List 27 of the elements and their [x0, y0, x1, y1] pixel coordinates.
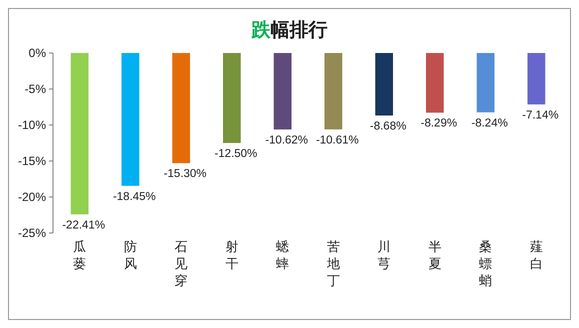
y-tick-label: -15%: [18, 154, 46, 168]
data-label: -15.30%: [164, 168, 207, 180]
data-label: -18.45%: [112, 190, 156, 203]
y-tick-label: -10%: [18, 118, 46, 132]
x-tick-label: 薤白: [530, 239, 543, 271]
x-tick-label: 苦地丁: [326, 239, 340, 288]
data-label: -8.29%: [420, 118, 458, 130]
data-label: -22.41%: [62, 219, 106, 232]
data-label: -8.24%: [471, 117, 508, 130]
x-tick-label: 防风: [124, 239, 137, 271]
data-label: -12.50%: [214, 148, 258, 160]
data-label: -10.61%: [316, 134, 359, 146]
y-tick-label: -25%: [18, 226, 46, 240]
x-tick-label: 瓜蒌: [73, 239, 86, 271]
data-label: -8.68%: [370, 120, 406, 132]
x-tick-label: 川芎: [378, 239, 391, 271]
x-tick-label: 桑螵蛸: [479, 239, 492, 288]
y-tick-label: -5%: [24, 82, 46, 96]
x-tick-label: 蟋蟀: [276, 239, 290, 271]
y-tick-label: -20%: [18, 190, 46, 204]
x-tick-label: 射干: [225, 239, 238, 271]
chart-title: 跌幅排行: [250, 20, 328, 41]
data-label: -7.14%: [522, 109, 559, 122]
y-tick-label: 0%: [28, 46, 46, 60]
x-tick-label: 半夏: [428, 239, 442, 271]
x-tick-label: 石见穿: [174, 239, 188, 288]
data-label: -10.62%: [265, 134, 308, 146]
